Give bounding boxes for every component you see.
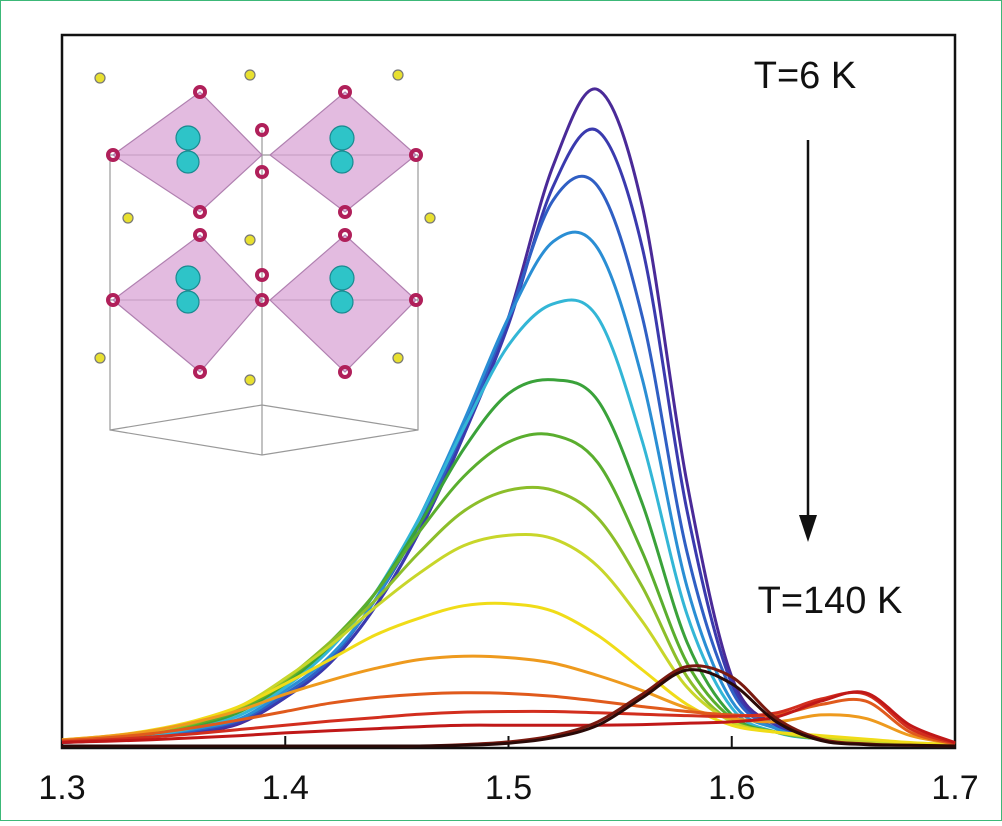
annotation: T=140 K [758, 580, 903, 622]
x-tick-label: 1.7 [931, 769, 978, 807]
x-tick-label: 1.4 [262, 769, 309, 807]
crystal-inset [95, 70, 435, 455]
chart: 1.3 1.4 1.5 1.6 1.7 T=6 K T=140 K [0, 0, 1002, 821]
spectrum-line [62, 129, 955, 745]
x-tick-label: 1.3 [38, 769, 85, 807]
page: {"chart_data": {"type": "line", "annotat… [0, 0, 1002, 821]
cell-edge [110, 405, 418, 430]
spectrum-line [62, 534, 955, 744]
x-tick-label: 1.6 [708, 769, 755, 807]
atoms-organic [95, 70, 435, 385]
spectrum-line [62, 380, 955, 745]
x-tick-label: 1.5 [485, 769, 532, 807]
arrow-head [799, 515, 817, 542]
page-border [1, 1, 1002, 821]
annotation: T=6 K [754, 55, 856, 97]
